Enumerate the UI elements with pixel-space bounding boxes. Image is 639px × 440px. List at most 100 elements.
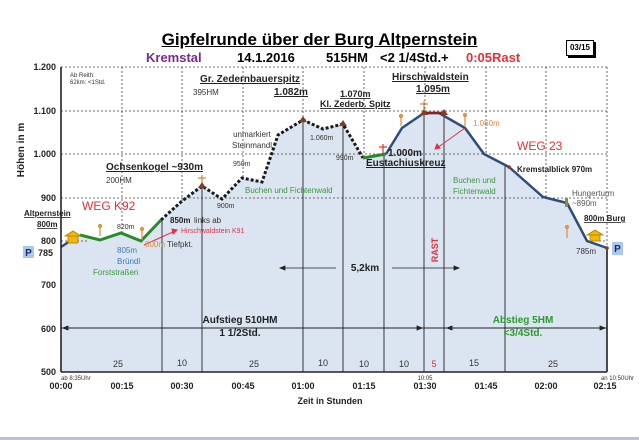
short-green-line bbox=[362, 152, 387, 160]
svg-text:01:15: 01:15 bbox=[352, 381, 375, 391]
k91-label: Hirschwaldstein K91 bbox=[181, 228, 245, 235]
h900-label: 900m bbox=[217, 203, 235, 210]
svg-text:1.200: 1.200 bbox=[33, 62, 56, 72]
buchen-2a: Buchen und bbox=[453, 176, 496, 185]
svg-text:P: P bbox=[25, 248, 32, 259]
x-axis-label: Zeit in Stunden bbox=[298, 396, 363, 406]
svg-text:01:00: 01:00 bbox=[291, 381, 314, 391]
altpern-label: Altpernstein bbox=[24, 209, 71, 218]
pointer-arrows bbox=[143, 127, 466, 246]
profile-area bbox=[61, 113, 607, 372]
svg-text:00:15: 00:15 bbox=[110, 381, 133, 391]
ochsen-hm: 200HM bbox=[106, 176, 132, 185]
svg-text:800: 800 bbox=[41, 236, 56, 246]
svg-text:10: 10 bbox=[359, 359, 369, 369]
links-ab-label: links ab bbox=[194, 216, 222, 225]
elevation-gain-label: 515HM bbox=[326, 50, 368, 65]
forest-road-line bbox=[79, 218, 163, 243]
svg-text:1.100: 1.100 bbox=[33, 106, 56, 116]
svg-text:10: 10 bbox=[177, 358, 187, 368]
h1060b-label: 1.060m bbox=[473, 119, 500, 128]
buchen-1: Buchen und Fichtenwald bbox=[245, 186, 333, 195]
y-axis-ticks: 1.200 1.100 1.000 900 800 700 600 500 bbox=[33, 62, 56, 377]
rast-label: RAST bbox=[430, 237, 440, 262]
h800t-label: 800m bbox=[145, 240, 165, 249]
x-axis-ticks: 00:00 00:15 00:30 00:45 01:00 01:15 01:3… bbox=[49, 381, 616, 391]
svg-text:02:00: 02:00 bbox=[534, 381, 557, 391]
kl-zeder-label: Kl. Zederb. Spitz bbox=[320, 99, 391, 109]
svg-text:5: 5 bbox=[431, 359, 436, 369]
svg-text:25: 25 bbox=[249, 359, 259, 369]
start-note-2: 62km: <1Std. bbox=[70, 80, 106, 86]
peak-markers bbox=[198, 109, 609, 250]
svg-text:01:45: 01:45 bbox=[474, 381, 497, 391]
svg-text:25: 25 bbox=[548, 359, 558, 369]
ascent-time: 1 1/2Std. bbox=[219, 328, 260, 339]
distance-label: 5,2km bbox=[351, 263, 379, 274]
parking-start: P bbox=[23, 246, 34, 259]
h850-label: 850m bbox=[170, 216, 190, 225]
eust-label: Eustachiuskreuz bbox=[366, 158, 445, 169]
page-badge: 03/15 bbox=[566, 40, 594, 56]
ascent-label: Aufstieg 510HM bbox=[202, 315, 277, 326]
h805-label: 805m bbox=[117, 246, 137, 255]
hungerturm-label: Hungerturm bbox=[572, 189, 615, 198]
kl-zeder-height: 1.070m bbox=[340, 89, 371, 99]
steinmandl-label: Steinmandl bbox=[232, 141, 272, 150]
forst-label: Forststraßen bbox=[93, 268, 138, 277]
unmarked-trail-line bbox=[159, 118, 365, 222]
signpost-icons bbox=[97, 112, 570, 240]
svg-text:01:30: 01:30 bbox=[413, 381, 436, 391]
parking-end: P bbox=[612, 242, 623, 255]
svg-text:00:45: 00:45 bbox=[231, 381, 254, 391]
y-axis-label: Höhen in m bbox=[16, 123, 27, 178]
h990-label: 990m bbox=[336, 155, 354, 162]
svg-text:1.000: 1.000 bbox=[33, 149, 56, 159]
svg-text:00:00: 00:00 bbox=[49, 381, 72, 391]
h1060a-label: 1.060m bbox=[310, 135, 334, 142]
gr-zeder-height: 1.082m bbox=[274, 87, 308, 98]
start-note-1: Ab Reith: bbox=[70, 73, 95, 79]
svg-text:00:30: 00:30 bbox=[170, 381, 193, 391]
svg-text:700: 700 bbox=[41, 280, 56, 290]
svg-text:10: 10 bbox=[318, 358, 328, 368]
svg-text:P: P bbox=[614, 244, 621, 255]
date-label: 14.1.2016 bbox=[237, 50, 295, 65]
rest-label: 0:05Rast bbox=[466, 50, 521, 65]
hut-icon bbox=[63, 230, 83, 244]
tower-icon bbox=[565, 198, 568, 207]
gr-zeder-hm: 395HM bbox=[193, 88, 219, 97]
eust-height: 1.000m bbox=[388, 148, 422, 159]
ochsen-label: Ochsenkogel ~930m bbox=[106, 162, 203, 173]
burg-label: 800m Burg bbox=[584, 214, 625, 223]
hirsch-height: 1.095m bbox=[416, 84, 450, 95]
unmarkiert-label: unmarkiert bbox=[233, 130, 272, 139]
bruendl-label: Bründl bbox=[117, 257, 140, 266]
buchen-2b: Fichtenwald bbox=[453, 187, 496, 196]
window-bottom-edge bbox=[0, 437, 639, 440]
hungerturm-height: ~890m bbox=[572, 199, 597, 208]
gr-zeder-label: Gr. Zedernbauerspitz bbox=[200, 74, 300, 85]
kremstalblick-label: Kremstalblick 970m bbox=[517, 165, 592, 174]
svg-text:10: 10 bbox=[399, 359, 409, 369]
start-time: ab 8:35Uhr bbox=[61, 376, 91, 382]
weg23-label: WEG 23 bbox=[517, 139, 563, 153]
arrows bbox=[61, 265, 607, 331]
svg-text:25: 25 bbox=[113, 359, 123, 369]
altpern-height: 800m bbox=[37, 220, 57, 229]
castle-hut-icon bbox=[585, 229, 605, 242]
segment-minutes: 25 10 25 10 10 10 5 15 25 bbox=[113, 358, 558, 369]
end-785-label: 785m bbox=[576, 247, 596, 256]
h950-label: 950m bbox=[233, 161, 251, 168]
svg-text:500: 500 bbox=[41, 367, 56, 377]
wegk92-label: WEG K92 bbox=[82, 199, 136, 213]
svg-text:900: 900 bbox=[41, 193, 56, 203]
end-time: an 10:50Uhr bbox=[601, 376, 634, 382]
h820-label: 820m bbox=[117, 224, 135, 231]
start-785-label: 785 bbox=[38, 248, 53, 258]
region-label: Kremstal bbox=[146, 50, 202, 65]
axes bbox=[60, 67, 608, 373]
hirsch-label: Hirschwaldstein bbox=[392, 72, 469, 83]
chart-title: Gipfelrunde über der Burg Altpernstein bbox=[161, 30, 478, 49]
